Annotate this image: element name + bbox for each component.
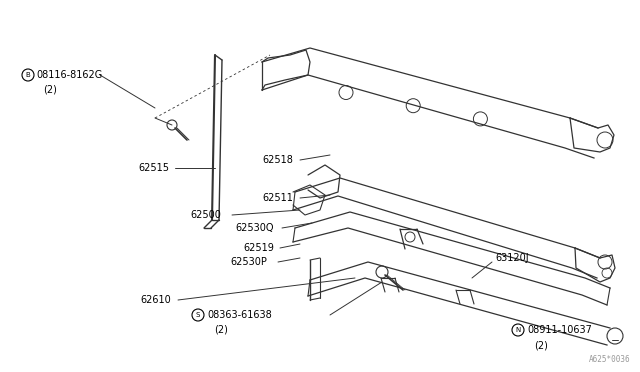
Text: 62610: 62610 xyxy=(140,295,171,305)
Text: 62511: 62511 xyxy=(262,193,293,203)
Text: (2): (2) xyxy=(43,85,57,95)
Text: 08116-8162G: 08116-8162G xyxy=(36,70,102,80)
Text: 62530Q: 62530Q xyxy=(235,223,273,233)
Text: N: N xyxy=(515,327,520,333)
Text: 62515: 62515 xyxy=(138,163,169,173)
Text: (2): (2) xyxy=(534,340,548,350)
Text: 62530P: 62530P xyxy=(230,257,267,267)
Text: 08911-10637: 08911-10637 xyxy=(527,325,592,335)
Text: B: B xyxy=(26,72,30,78)
Text: A625*0036: A625*0036 xyxy=(588,355,630,364)
Text: S: S xyxy=(196,312,200,318)
Text: 62518: 62518 xyxy=(262,155,293,165)
Text: 63120J: 63120J xyxy=(495,253,529,263)
Text: 08363-61638: 08363-61638 xyxy=(207,310,272,320)
Text: (2): (2) xyxy=(214,325,228,335)
Text: 62519: 62519 xyxy=(243,243,274,253)
Text: 62500: 62500 xyxy=(190,210,221,220)
